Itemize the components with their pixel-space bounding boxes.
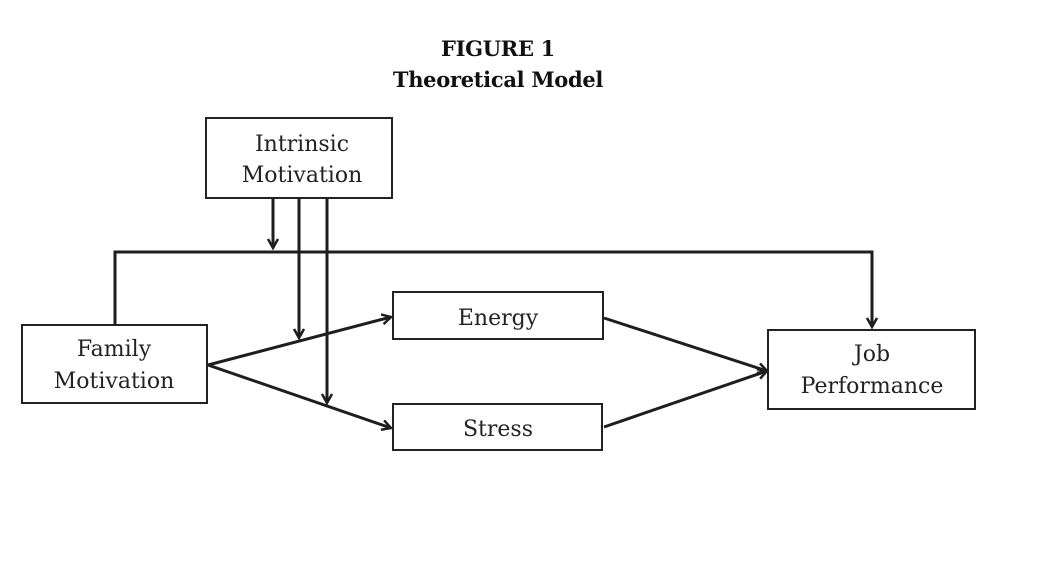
figure-title: Theoretical Model <box>392 67 604 92</box>
node-job-performance-label-line1: Job <box>852 342 890 367</box>
node-job-performance-label-line2: Performance <box>801 374 944 399</box>
node-job-performance-box <box>767 329 976 410</box>
edge-energy-to-job-performance <box>603 316 767 371</box>
node-intrinsic-motivation-box <box>205 117 393 199</box>
node-job-performance: Job Performance <box>767 329 976 410</box>
node-stress: Stress <box>392 403 603 451</box>
node-family-motivation-box <box>21 324 208 404</box>
node-family-motivation-label-line1: Family <box>77 337 152 362</box>
node-stress-box <box>392 403 603 451</box>
figure-number: FIGURE 1 <box>441 36 555 61</box>
edge-family-to-job-performance <box>113 250 872 327</box>
node-intrinsic-motivation-label-line2: Motivation <box>242 163 362 188</box>
edge-family-to-stress <box>207 363 391 428</box>
node-family-motivation: Family Motivation <box>21 324 208 404</box>
edge-family-to-energy <box>207 317 391 367</box>
node-stress-label: Stress <box>463 417 533 442</box>
figure-title-block: FIGURE 1 Theoretical Model <box>0 33 996 95</box>
node-energy-label: Energy <box>458 306 539 331</box>
node-intrinsic-motivation: Intrinsic Motivation <box>205 117 393 199</box>
node-energy: Energy <box>392 291 604 340</box>
node-energy-box <box>392 291 604 340</box>
diagram-edges <box>113 199 872 429</box>
edge-stress-to-job-performance <box>603 371 767 429</box>
node-intrinsic-motivation-label-line1: Intrinsic <box>255 132 349 157</box>
node-family-motivation-label-line2: Motivation <box>54 369 174 394</box>
